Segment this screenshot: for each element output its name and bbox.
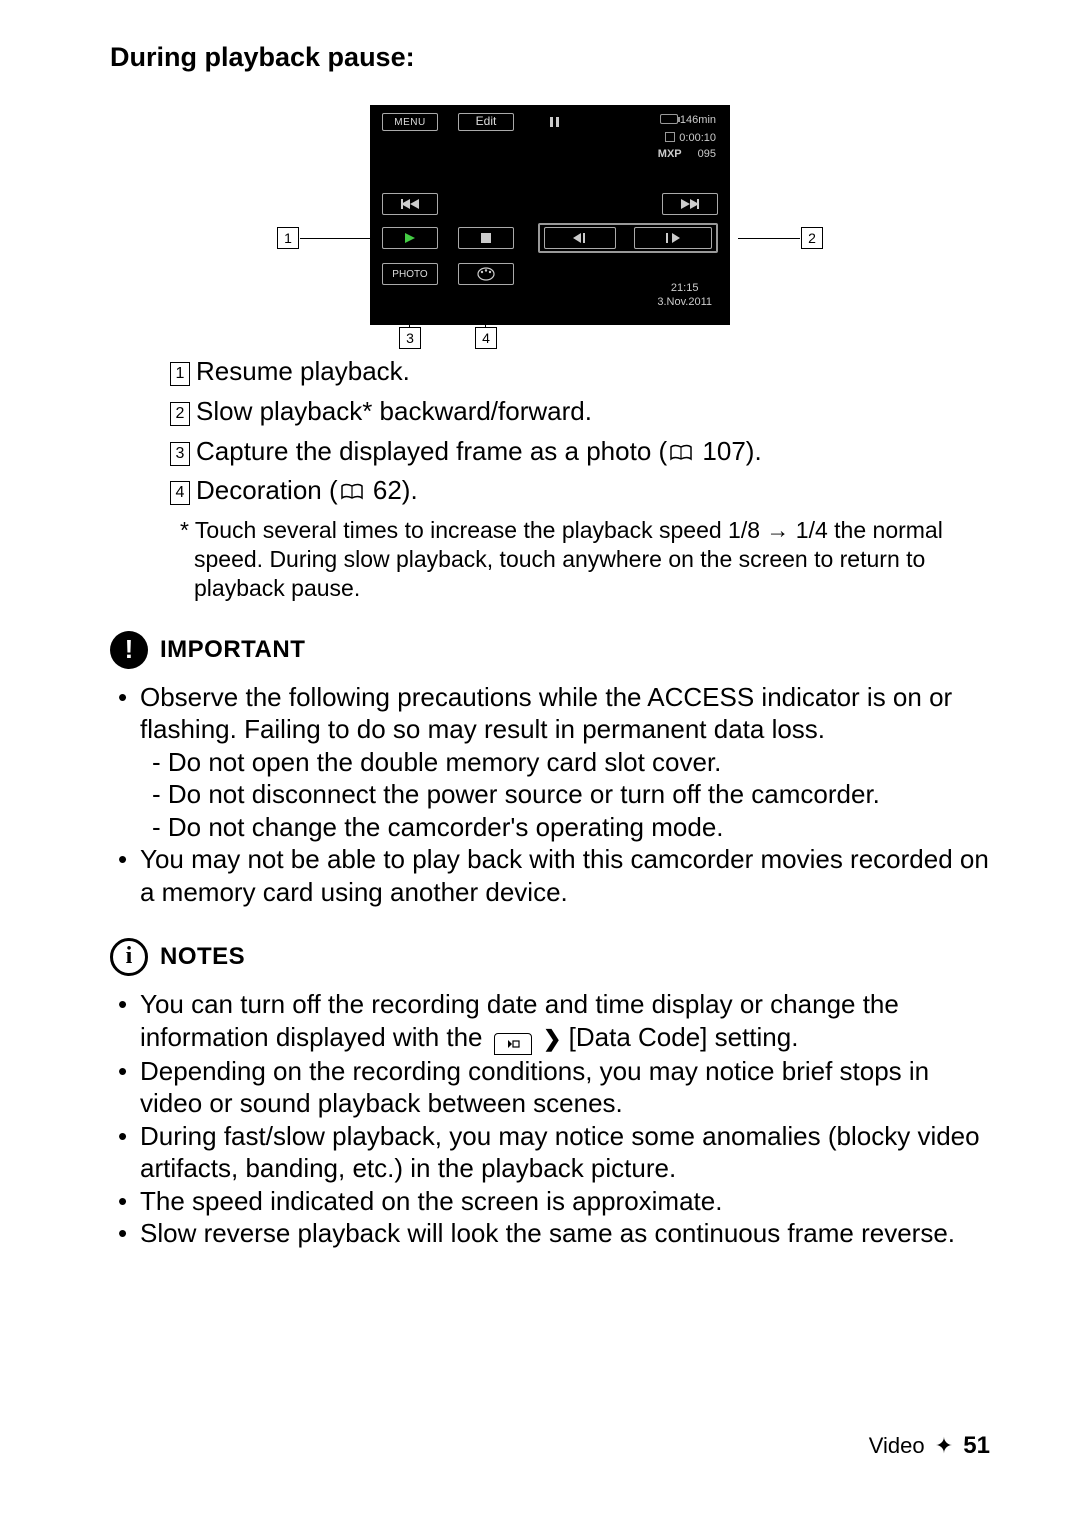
counter: 095 xyxy=(698,148,716,160)
page-number: 51 xyxy=(963,1432,990,1459)
callout-1: 1 xyxy=(277,227,299,249)
edit-button[interactable]: Edit xyxy=(458,113,514,131)
stop-icon xyxy=(481,233,491,243)
slow-fwd-icon xyxy=(666,233,680,243)
callout-4: 4 xyxy=(475,327,497,349)
book-icon xyxy=(669,444,693,462)
card-icon xyxy=(665,132,675,142)
play-button[interactable] xyxy=(382,227,438,249)
slow-fwd-button[interactable] xyxy=(634,227,712,249)
prev-button[interactable] xyxy=(382,193,438,215)
rec-date: 3.Nov.2011 xyxy=(657,295,712,309)
battery-time: 146min xyxy=(680,114,716,126)
slow-back-button[interactable] xyxy=(544,227,616,249)
menu-button[interactable]: MENU xyxy=(382,113,438,131)
section-heading: During playback pause: xyxy=(110,40,990,75)
lcd-screen: MENU Edit 146min 0:00:10 MXP 095 xyxy=(370,105,730,325)
photo-button[interactable]: PHOTO xyxy=(382,263,438,285)
notes-item-5: Slow reverse playback will look the same… xyxy=(140,1217,990,1250)
playback-diagram: MENU Edit 146min 0:00:10 MXP 095 xyxy=(295,105,805,325)
important-sub-1: - Do not open the double memory card slo… xyxy=(140,746,990,779)
legend-4: 4Decoration ( 62). xyxy=(170,474,990,508)
callout-2: 2 xyxy=(801,227,823,249)
decoration-button[interactable] xyxy=(458,263,514,285)
footnote: * Touch several times to increase the pl… xyxy=(180,516,990,602)
play-icon xyxy=(405,233,415,243)
important-sub-2: - Do not disconnect the power source or … xyxy=(140,778,990,811)
footer-section: Video xyxy=(869,1433,925,1458)
notes-item-1: You can turn off the recording date and … xyxy=(140,988,990,1055)
important-title: IMPORTANT xyxy=(160,634,305,665)
diamond-icon: ✦ xyxy=(935,1433,953,1458)
important-item-2: You may not be able to play back with th… xyxy=(140,843,990,908)
chevron-icon: ❯ xyxy=(543,1025,561,1053)
important-icon: ! xyxy=(110,631,148,669)
rec-mode: MXP xyxy=(658,148,682,160)
next-button[interactable] xyxy=(662,193,718,215)
pause-indicator xyxy=(537,113,571,131)
legend-1: 1Resume playback. xyxy=(170,355,990,389)
notes-item-3: During fast/slow playback, you may notic… xyxy=(140,1120,990,1185)
legend-2: 2Slow playback* backward/forward. xyxy=(170,395,990,429)
skip-fwd-icon xyxy=(681,199,699,209)
book-icon xyxy=(340,483,364,501)
rec-time: 21:15 xyxy=(657,281,712,295)
notes-item-4: The speed indicated on the screen is app… xyxy=(140,1185,990,1218)
palette-icon xyxy=(477,267,495,281)
important-item-1: Observe the following precautions while … xyxy=(140,681,990,844)
menu-play-icon xyxy=(494,1033,532,1055)
callout-3: 3 xyxy=(399,327,421,349)
important-sub-3: - Do not change the camcorder's operatin… xyxy=(140,811,990,844)
skip-back-icon xyxy=(401,199,419,209)
slow-back-icon xyxy=(573,233,587,243)
elapsed-time: 0:00:10 xyxy=(679,132,716,144)
notes-icon: i xyxy=(110,938,148,976)
page-footer: Video ✦ 51 xyxy=(869,1430,990,1461)
legend-3: 3Capture the displayed frame as a photo … xyxy=(170,435,990,469)
stop-button[interactable] xyxy=(458,227,514,249)
notes-title: NOTES xyxy=(160,941,245,972)
battery-icon xyxy=(660,114,678,124)
notes-item-2: Depending on the recording conditions, y… xyxy=(140,1055,990,1120)
